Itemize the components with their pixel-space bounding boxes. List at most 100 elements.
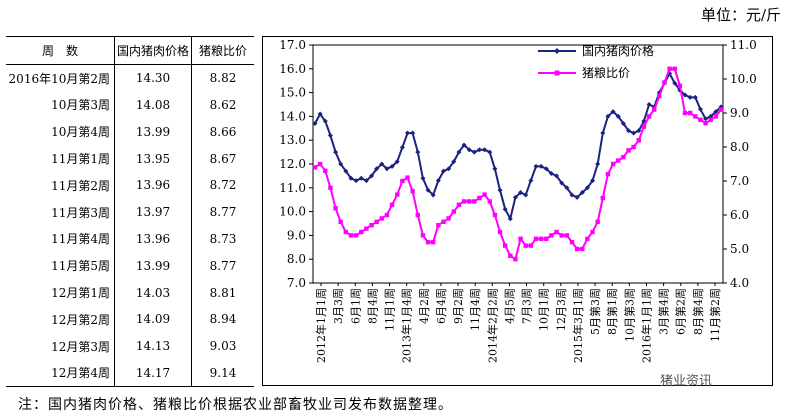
data-point-ratio (621, 155, 626, 160)
data-point-ratio (605, 172, 611, 177)
x-tick-label: 11月第2周 (708, 288, 722, 342)
data-point-ratio (569, 240, 575, 245)
data-point-ratio (317, 161, 323, 167)
table-row: 2016年10月第2周 14.30 8.82 (6, 64, 254, 92)
data-point-ratio (651, 107, 657, 112)
data-point-ratio (713, 114, 719, 119)
data-point-ratio (672, 66, 677, 71)
data-point-pork-price (415, 149, 421, 155)
data-point-ratio (590, 229, 595, 235)
data-point-pork-price (482, 147, 488, 153)
data-point-pork-price (687, 94, 693, 100)
data-point-ratio (333, 206, 338, 211)
left-tick-label: 13.0 (279, 133, 306, 147)
table-row: 11月第5周 13.99 8.77 (6, 252, 254, 280)
data-point-pork-price (703, 116, 709, 122)
cell-pork-price: 14.17 (114, 359, 192, 387)
cell-pork-price: 13.96 (114, 225, 192, 253)
data-point-pork-price (625, 128, 631, 134)
data-point-pork-price (610, 109, 616, 115)
cell-week: 2016年10月第2周 (6, 64, 115, 92)
cell-week: 12月第4周 (6, 359, 115, 387)
data-point-ratio (508, 253, 513, 258)
cell-pork-price: 13.96 (114, 171, 192, 199)
data-point-ratio (395, 192, 400, 197)
data-point-pork-price (348, 175, 354, 181)
cell-ratio: 8.62 (209, 97, 237, 112)
data-point-ratio (600, 195, 605, 201)
left-tick-label: 17.0 (279, 38, 306, 52)
data-point-ratio (497, 229, 503, 235)
data-point-ratio (338, 219, 343, 224)
data-point-pork-price (579, 190, 585, 196)
data-point-ratio (631, 144, 636, 150)
data-point-pork-price (327, 132, 333, 138)
data-point-pork-price (471, 149, 477, 155)
cell-pork-price: 13.99 (114, 118, 192, 146)
table-row: 11月第4周 13.96 8.73 (6, 225, 254, 253)
x-tick-label: 10月第3周 (622, 288, 636, 342)
x-tick-label: 3月3周 (332, 288, 345, 324)
table-row: 12月第3周 14.13 9.03 (6, 332, 254, 360)
data-point-pork-price (548, 171, 554, 177)
x-tick-label: 2016年1月1周 (639, 288, 653, 363)
cell-ratio: 8.73 (209, 231, 237, 246)
right-tick-label: 9.0 (730, 106, 749, 120)
data-point-pork-price (713, 109, 719, 115)
right-tick-label: 5.0 (730, 242, 749, 256)
x-tick-label: 2014年2月2周 (485, 288, 499, 363)
data-point-pork-price (399, 144, 405, 150)
table-row: 12月第1周 14.03 8.81 (6, 279, 254, 306)
data-point-ratio (580, 246, 585, 252)
header-ratio: 猪粮比价 (198, 43, 247, 58)
data-point-pork-price (605, 113, 611, 119)
data-point-pork-price (374, 166, 380, 172)
data-point-ratio (513, 257, 518, 262)
x-tick-label: 12月3周 (555, 288, 568, 331)
data-point-pork-price (502, 206, 508, 212)
x-tick-label: 10月1周 (538, 288, 551, 331)
data-point-pork-price (410, 130, 416, 136)
data-point-ratio (574, 246, 580, 252)
footnote: 注：国内猪肉价格、猪粮比价根据农业部畜牧业司发布数据整理。 (18, 397, 453, 413)
data-point-pork-price (394, 159, 400, 165)
data-point-ratio (461, 199, 467, 204)
x-tick-label: 6月4周 (435, 288, 448, 324)
x-tick-label: 7月3周 (521, 288, 534, 324)
cell-pork-price: 14.13 (114, 332, 192, 360)
cell-ratio: 8.94 (209, 312, 237, 327)
data-point-pork-price (487, 149, 493, 155)
data-point-ratio (374, 219, 379, 224)
cell-pork-price: 14.08 (114, 91, 192, 119)
data-point-ratio (420, 233, 426, 238)
data-point-pork-price (569, 192, 575, 198)
table-header-row: 周 数 国内猪肉价格 猪粮比价 (6, 36, 254, 65)
x-tick-label: 2012年1月1周 (314, 288, 328, 363)
data-point-ratio (667, 66, 672, 71)
data-point-ratio (554, 229, 559, 235)
data-point-pork-price (697, 106, 703, 112)
x-tick-label: 3月第4周 (657, 288, 671, 335)
data-point-ratio (348, 233, 354, 238)
data-point-pork-price (430, 192, 436, 198)
x-tick-label: 4月2周 (418, 288, 431, 324)
cell-pork-price: 13.99 (114, 252, 192, 280)
data-point-ratio (482, 192, 487, 197)
cell-week: 11月第4周 (6, 225, 115, 253)
data-point-ratio (364, 226, 369, 231)
data-point-pork-price (476, 147, 482, 153)
data-point-ratio (323, 168, 328, 173)
cell-week: 12月第3周 (6, 332, 115, 360)
data-point-pork-price (615, 113, 621, 119)
data-point-ratio (441, 219, 446, 224)
data-point-pork-price (343, 168, 349, 174)
data-point-ratio (502, 243, 508, 248)
data-point-pork-price (492, 166, 498, 172)
data-point-pork-price (672, 80, 678, 86)
data-point-pork-price (405, 130, 411, 136)
left-tick-label: 16.0 (279, 62, 306, 76)
data-point-pork-price (451, 159, 457, 165)
data-point-ratio (636, 138, 641, 143)
data-point-pork-price (528, 178, 534, 184)
table-row: 11月第3周 13.97 8.77 (6, 198, 254, 226)
